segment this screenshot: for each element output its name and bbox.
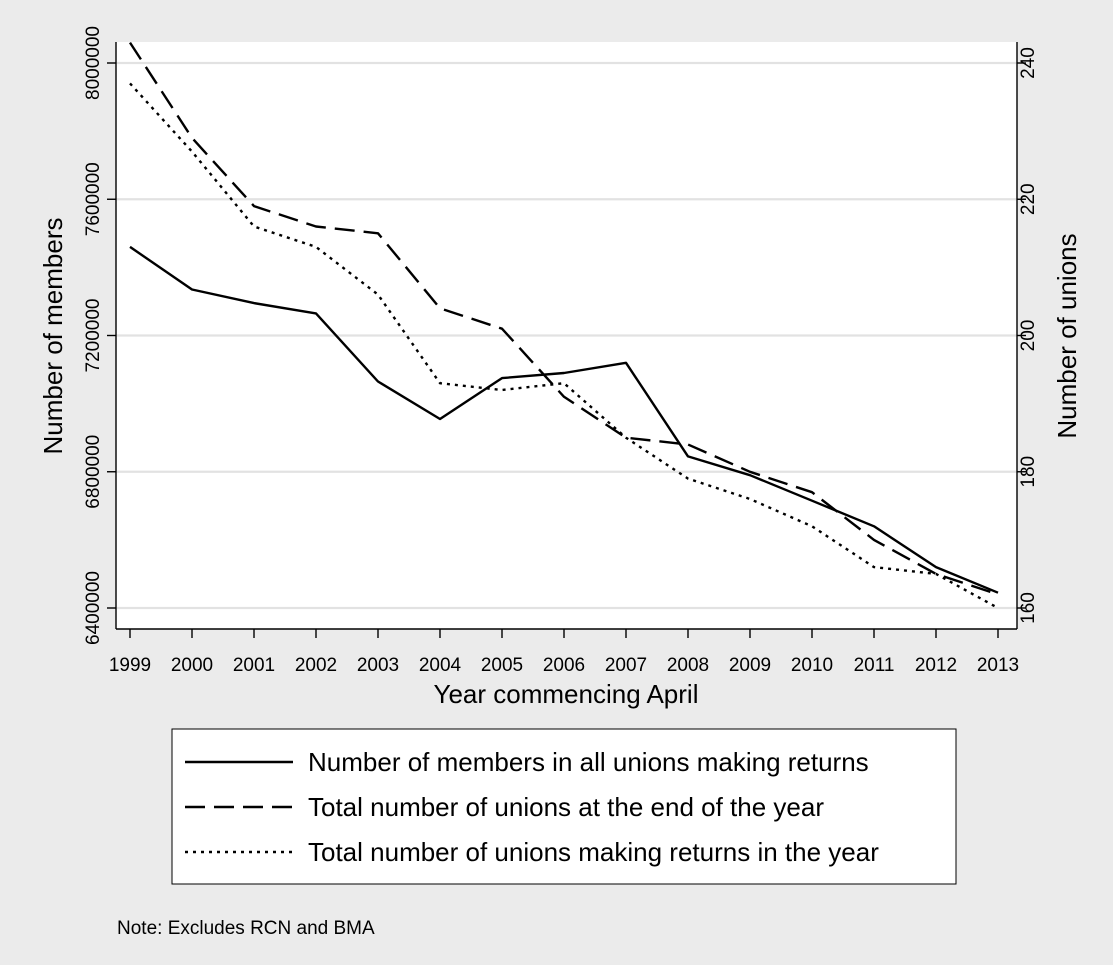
x-tick-label: 2006 (543, 655, 585, 676)
legend-items: Number of members in all unions making r… (185, 747, 879, 867)
x-tick-label: 2000 (171, 655, 213, 676)
y-tick-label: 6400000 (83, 571, 104, 645)
y2-tick-label: 220 (1018, 183, 1039, 215)
y-tick-label: 7200000 (83, 299, 104, 373)
x-tick-label: 2010 (791, 655, 833, 676)
x-tick-label: 2005 (481, 655, 523, 676)
legend-label-0: Number of members in all unions making r… (308, 747, 869, 777)
y2-tick-label: 240 (1018, 47, 1039, 79)
y-axis-label: Number of members (38, 218, 68, 455)
y2-tick-label: 180 (1018, 456, 1039, 488)
series-lines (128, 41, 999, 610)
x-tick-label: 2003 (357, 655, 399, 676)
y2-tick-label: 200 (1018, 320, 1039, 352)
x-tick-label: 2009 (729, 655, 771, 676)
note-text: Note: Excludes RCN and BMA (117, 918, 375, 939)
x-tick-label: 2013 (977, 655, 1019, 676)
x-tick-label: 2004 (419, 655, 462, 676)
x-axis-label: Year commencing April (434, 679, 699, 709)
legend-box (171, 728, 957, 885)
x-tick-label: 2008 (667, 655, 709, 676)
grid-lines (116, 61, 1017, 610)
tick-labels: 1999 2000 2001 2002 2003 2004 2005 2006 2007 2008… (83, 26, 1039, 676)
x-tick-label: 2012 (915, 655, 957, 676)
y-tick-label: 7600000 (83, 162, 104, 236)
series-line-1 (128, 41, 999, 596)
series-line-2 (129, 82, 999, 610)
y2-axis-label: Number of unions (1052, 233, 1082, 438)
axes (107, 42, 1026, 638)
x-tick-label: 2001 (233, 655, 275, 676)
legend: Number of members in all unions making r… (171, 728, 957, 885)
series-line-0 (129, 245, 999, 594)
legend-label-2: Total number of unions making returns in… (308, 837, 879, 867)
x-tick-label: 1999 (109, 655, 151, 676)
y-tick-label: 8000000 (83, 26, 104, 100)
x-tick-label: 2007 (605, 655, 647, 676)
legend-label-1: Total number of unions at the end of the… (308, 792, 824, 822)
x-tick-label: 2002 (295, 655, 337, 676)
x-tick-label: 2011 (854, 655, 895, 676)
y-tick-label: 6800000 (83, 435, 104, 509)
y2-tick-label: 160 (1018, 592, 1039, 624)
